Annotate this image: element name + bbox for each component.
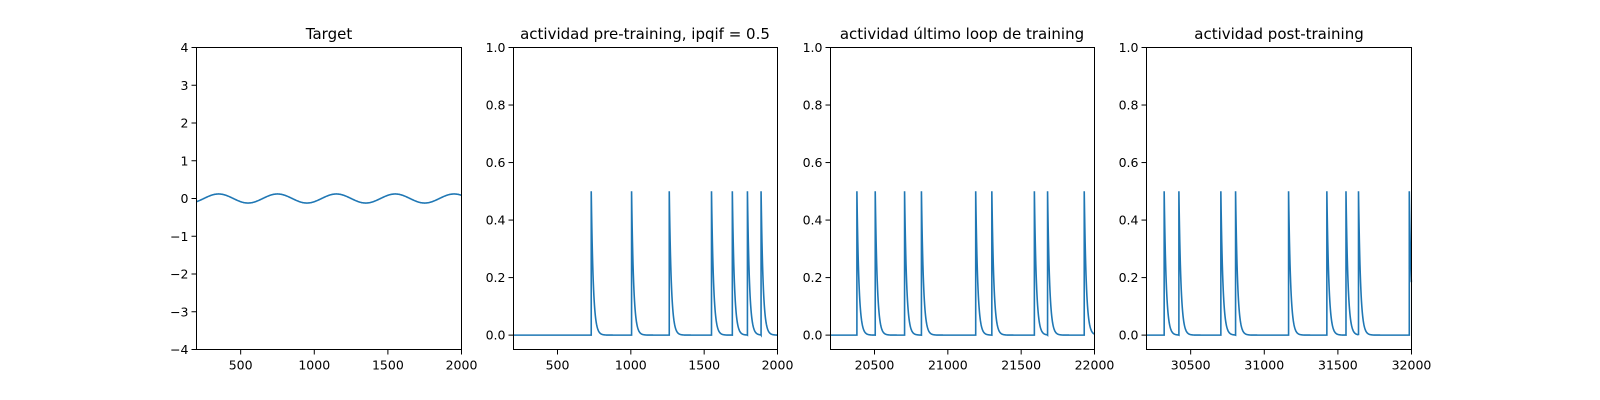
x-tick-label: 1000 (298, 358, 330, 373)
axes-frame (830, 47, 1095, 350)
x-ticks: 30500 31000 31500 32000 (1171, 349, 1432, 373)
axes-frame (196, 47, 462, 350)
x-tick-label: 2000 (446, 358, 478, 373)
panel-title: Target (305, 25, 353, 43)
y-ticks: 0.0 0.2 0.4 0.6 0.8 1.0 (486, 40, 514, 343)
y-tick-label: 1.0 (486, 40, 506, 55)
axes-frame (1146, 47, 1412, 350)
y-tick-label: 0.4 (1119, 213, 1139, 228)
panel-title: actividad último loop de training (840, 25, 1084, 43)
y-ticks: 0.0 0.2 0.4 0.6 0.8 1.0 (1119, 40, 1147, 343)
plot-lines (830, 191, 1095, 337)
y-tick-label: 0.6 (1119, 155, 1139, 170)
x-tick-label: 31500 (1318, 358, 1358, 373)
y-tick-label: 0.8 (1119, 98, 1139, 113)
x-tick-label: 21500 (1001, 358, 1041, 373)
y-tick-label: 0.2 (803, 270, 823, 285)
y-tick-label: −1 (170, 229, 188, 244)
panel-pre-training: actividad pre-training, ipqif = 0.5 0.00… (486, 25, 794, 373)
y-tick-label: −3 (170, 304, 188, 319)
y-tick-label: 0 (181, 191, 189, 206)
y-tick-label: −2 (170, 267, 188, 282)
x-tick-label: 1000 (615, 358, 647, 373)
x-tick-label: 1500 (372, 358, 404, 373)
panel-title: actividad pre-training, ipqif = 0.5 (520, 25, 770, 43)
x-tick-label: 500 (229, 358, 253, 373)
y-tick-label: −4 (170, 342, 188, 357)
plot-lines (196, 193, 462, 204)
x-ticks: 20500 21000 21500 22000 (855, 349, 1115, 373)
y-tick-label: 0.4 (486, 213, 506, 228)
panel-target: Target −4 −3 −2 −1 0 1 2 3 4 500 1000 1500 2000 (170, 25, 477, 373)
x-tick-label: 30500 (1171, 358, 1211, 373)
panel-title: actividad post-training (1194, 25, 1363, 43)
y-tick-label: 0.2 (1119, 270, 1139, 285)
y-tick-label: 0.4 (803, 213, 823, 228)
y-tick-label: 0.0 (486, 328, 506, 343)
x-tick-label: 2000 (762, 358, 794, 373)
y-tick-label: 0.0 (1119, 328, 1139, 343)
y-tick-label: 1 (181, 153, 189, 168)
series-line (830, 191, 1095, 337)
x-ticks: 500 1000 1500 2000 (229, 349, 478, 373)
x-tick-label: 32000 (1392, 358, 1432, 373)
x-tick-label: 20500 (855, 358, 895, 373)
y-tick-label: 0.8 (486, 98, 506, 113)
axes-frame (513, 47, 778, 350)
y-ticks: −4 −3 −2 −1 0 1 2 3 4 (170, 40, 197, 357)
y-tick-label: 0.8 (803, 98, 823, 113)
y-tick-label: 0.6 (803, 155, 823, 170)
x-tick-label: 1500 (688, 358, 720, 373)
y-tick-label: 1.0 (1119, 40, 1139, 55)
y-tick-label: 0.2 (486, 270, 506, 285)
x-tick-label: 31000 (1244, 358, 1284, 373)
y-tick-label: 4 (181, 40, 189, 55)
y-tick-label: 3 (181, 78, 189, 93)
plot-lines (1146, 191, 1413, 337)
series-line (196, 193, 462, 204)
x-tick-label: 22000 (1075, 358, 1115, 373)
panel-last-training-loop: actividad último loop de training 0.0 0.2… (803, 25, 1115, 373)
x-ticks: 500 1000 1500 2000 (546, 349, 794, 373)
series-line (1146, 191, 1413, 337)
y-tick-label: 2 (181, 116, 189, 131)
series-line (513, 191, 778, 338)
y-ticks: 0.0 0.2 0.4 0.6 0.8 1.0 (803, 40, 831, 343)
y-tick-label: 1.0 (803, 40, 823, 55)
x-tick-label: 500 (546, 358, 570, 373)
panel-post-training: actividad post-training 0.0 0.2 0.4 0.6 0.8 1… (1119, 25, 1432, 373)
x-tick-label: 21000 (928, 358, 968, 373)
y-tick-label: 0.0 (803, 328, 823, 343)
plot-lines (513, 191, 778, 338)
y-tick-label: 0.6 (486, 155, 506, 170)
